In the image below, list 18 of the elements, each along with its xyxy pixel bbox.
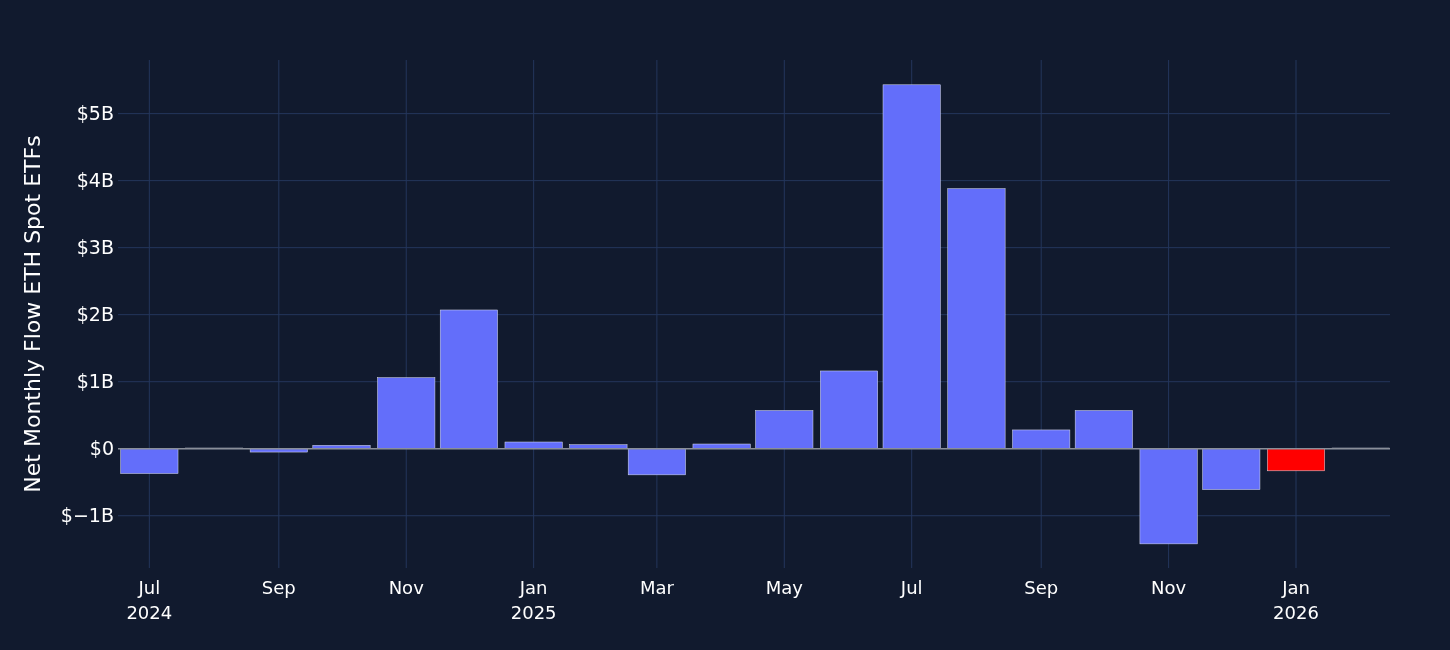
x-tick-label: Nov (388, 577, 425, 598)
x-tick-label: Nov (1151, 577, 1187, 598)
y-tick-label: $4B (76, 169, 114, 192)
x-tick-label: Sep (261, 577, 296, 598)
x-tick-label: Sep (1024, 577, 1059, 598)
y-tick-label: $0 (89, 437, 114, 460)
x-tick-label: Mar (639, 577, 675, 598)
y-tick-label: $3B (76, 236, 114, 259)
x-tick-label: Jan 2026 (1273, 577, 1319, 623)
x-tick-label: Jul (899, 577, 923, 598)
y-tick-label: $−1B (60, 504, 114, 527)
y-axis-title: Net Monthly Flow ETH Spot ETFs (20, 135, 45, 493)
x-tick-label: May (765, 577, 804, 598)
x-tick-label: Jan 2025 (510, 577, 557, 623)
y-tick-label: $5B (76, 102, 114, 125)
x-tick-label: Jul 2024 (126, 577, 173, 623)
y-tick-label: $1B (76, 370, 114, 393)
y-tick-label: $2B (76, 303, 114, 326)
